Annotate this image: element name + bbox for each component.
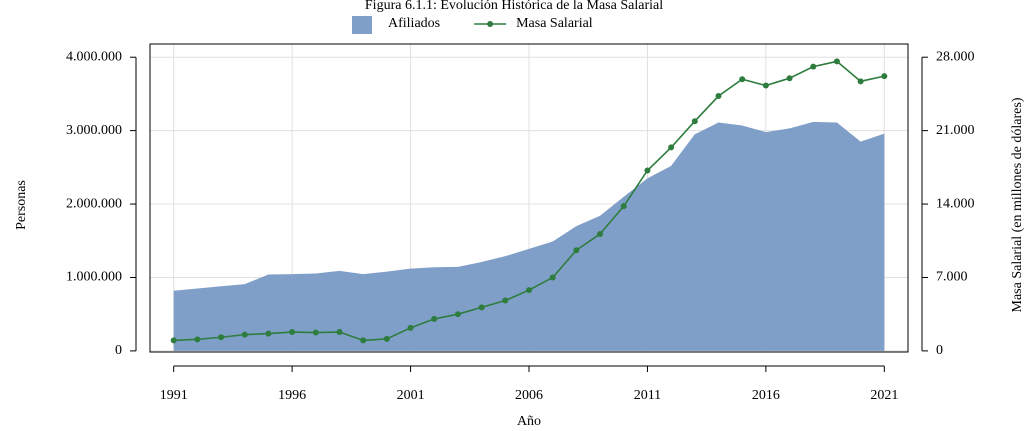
x-tick-label: 2021 xyxy=(870,388,898,403)
x-tick-label: 2001 xyxy=(397,388,425,403)
point xyxy=(786,75,793,82)
point xyxy=(241,331,248,338)
point xyxy=(691,118,698,125)
point xyxy=(454,311,461,318)
point xyxy=(810,63,817,70)
point xyxy=(312,329,319,336)
y-tick-label: 2.000.000 xyxy=(66,196,122,211)
point xyxy=(336,329,343,336)
point xyxy=(857,78,864,85)
point xyxy=(407,324,414,331)
point xyxy=(644,167,651,174)
point xyxy=(265,330,272,337)
x-tick-label: 1996 xyxy=(278,388,306,403)
legend-label: Afiliados xyxy=(388,16,440,31)
y2-tick-label: 14.000 xyxy=(936,196,975,211)
legend-swatch xyxy=(352,16,372,34)
legend-swatch xyxy=(487,21,494,27)
point xyxy=(620,203,627,210)
point xyxy=(881,73,888,80)
point xyxy=(502,297,509,304)
point xyxy=(170,337,177,344)
x-tick-label: 2016 xyxy=(752,388,780,403)
point xyxy=(289,329,296,336)
x-tick-label: 2011 xyxy=(634,388,661,403)
point xyxy=(194,336,201,343)
point xyxy=(833,58,840,65)
chart-title: Figura 6.1.1: Evolución Histórica de la … xyxy=(365,0,663,13)
y-axis-label: Personas xyxy=(14,180,29,230)
legend-label: Masa Salarial xyxy=(516,16,593,31)
area xyxy=(173,121,885,351)
x-tick-label: 2006 xyxy=(515,388,543,403)
point xyxy=(431,315,438,322)
point xyxy=(715,93,722,100)
y-tick-label: 1.000.000 xyxy=(66,270,122,285)
y-tick-label: 3.000.000 xyxy=(66,123,122,138)
y2-tick-label: 0 xyxy=(936,343,943,358)
point xyxy=(573,247,580,254)
point xyxy=(549,274,556,281)
x-axis-label: Año xyxy=(517,414,541,429)
y2-tick-label: 21.000 xyxy=(936,123,975,138)
point xyxy=(597,230,604,237)
point xyxy=(526,287,532,294)
y-tick-label: 0 xyxy=(115,343,122,358)
point xyxy=(218,334,225,341)
x-tick-label: 1991 xyxy=(160,388,188,403)
point xyxy=(478,304,485,311)
plot-frame xyxy=(149,43,909,353)
point xyxy=(762,82,769,89)
y2-axis-label: Masa Salarial (en millones de dólares) xyxy=(1010,97,1025,312)
point xyxy=(668,144,675,151)
point xyxy=(739,76,746,83)
point xyxy=(360,337,367,344)
y2-tick-label: 28.000 xyxy=(936,49,975,64)
y-tick-label: 4.000.000 xyxy=(66,49,122,64)
y2-tick-label: 7.000 xyxy=(936,270,968,285)
point xyxy=(383,335,390,342)
